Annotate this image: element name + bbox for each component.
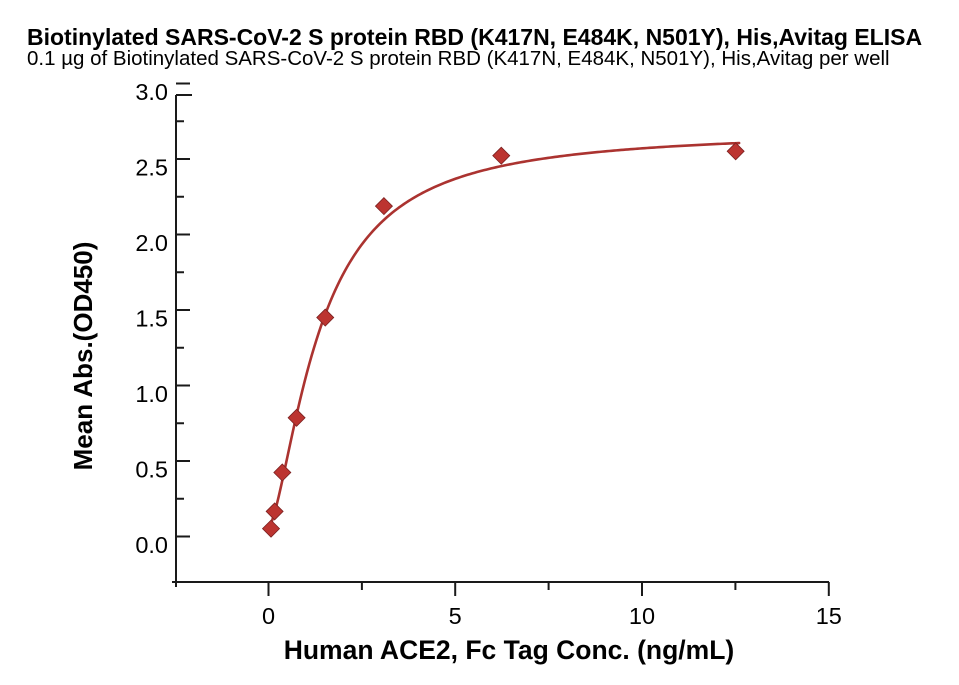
svg-text:1.5: 1.5 bbox=[135, 306, 168, 332]
svg-text:Mean Abs.(OD450): Mean Abs.(OD450) bbox=[68, 242, 98, 471]
svg-text:2.5: 2.5 bbox=[135, 155, 168, 181]
svg-text:10: 10 bbox=[629, 603, 655, 629]
svg-text:0.0: 0.0 bbox=[135, 532, 168, 558]
svg-text:1.0: 1.0 bbox=[135, 381, 168, 407]
svg-text:2.0: 2.0 bbox=[135, 230, 168, 256]
svg-text:Human ACE2, Fc Tag Conc. (ng/m: Human ACE2, Fc Tag Conc. (ng/mL) bbox=[284, 635, 735, 665]
svg-text:3.0: 3.0 bbox=[135, 79, 168, 105]
svg-text:0: 0 bbox=[262, 603, 275, 629]
svg-text:15: 15 bbox=[816, 603, 842, 629]
svg-text:5: 5 bbox=[449, 603, 462, 629]
svg-text:0.5: 0.5 bbox=[135, 457, 168, 483]
